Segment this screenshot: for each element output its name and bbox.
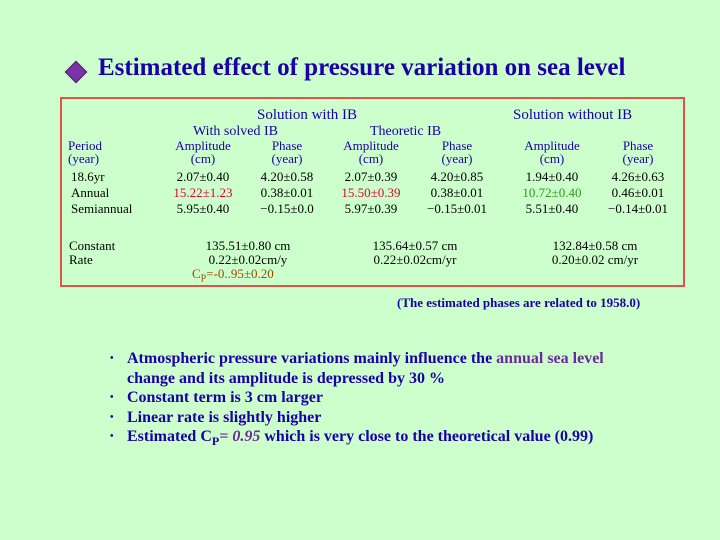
cell-value: 15.50±0.39 [341, 185, 401, 200]
col-theo-amp: 2.07±0.39 15.50±0.39 5.97±0.39 [336, 169, 406, 217]
list-item: • Atmospheric pressure variations mainly… [110, 349, 700, 388]
col-solved-phase: 4.20±0.58 0.38±0.01 −0.15±0.0 [252, 169, 322, 217]
cell-value: 4.20±0.58 [260, 169, 314, 184]
cell-value: 2.07±0.40 [176, 169, 230, 184]
col-solved-amp: 2.07±0.40 15.22±1.23 5.95±0.40 [168, 169, 238, 217]
list-item: • Linear rate is slightly higher [110, 408, 700, 428]
cell-value: 5.95±0.40 [176, 201, 230, 216]
title-row: Estimated effect of pressure variation o… [64, 54, 704, 94]
cp-subscript: P [200, 273, 207, 285]
col-header-amp-line2: (cm) [358, 151, 384, 166]
col-header-theo-amp: Amplitude (cm) [336, 139, 406, 165]
bullet-highlight: annual sea level [496, 350, 604, 367]
col-theo-phase: 4.20±0.85 0.38±0.01 −0.15±0.01 [422, 169, 492, 217]
bullet-highlight: = 0.95 [219, 428, 261, 445]
subheader-solved-ib: With solved IB [193, 124, 278, 139]
col-header-phase-line2: (year) [441, 151, 473, 166]
col-header-noib-phase: Phase (year) [603, 139, 673, 165]
cell-value: 0.46±0.01 [611, 185, 665, 200]
theo-const-block: 135.64±0.57 cm 0.22±0.02cm/yr [350, 239, 480, 267]
row-labels: 18.6yr Annual Semiannual [71, 169, 132, 217]
cp-number: =-0..95±0.20 [206, 266, 274, 281]
solved-constant-value: 135.51±0.80 cm [205, 238, 291, 253]
cell-value: 5.97±0.39 [344, 201, 398, 216]
bullet-dot-icon: • [110, 411, 114, 423]
col-header-solved-phase: Phase (year) [252, 139, 322, 165]
diamond-bullet-icon [64, 60, 88, 84]
cell-value: 4.20±0.85 [430, 169, 484, 184]
conclusion-list: • Atmospheric pressure variations mainly… [110, 349, 700, 452]
row-label-semiannual: Semiannual [71, 201, 133, 216]
group-header-with-ib: Solution with IB [257, 107, 358, 123]
cell-value: 0.38±0.01 [260, 185, 314, 200]
col-noib-amp: 1.94±0.40 10.72±0.40 5.51±0.40 [517, 169, 587, 217]
cell-value: 4.26±0.63 [611, 169, 665, 184]
bullet-text: Constant term is 3 cm larger [127, 389, 323, 406]
col-header-amp-line1: Amplitude [524, 138, 580, 153]
slide-title: Estimated effect of pressure variation o… [98, 54, 626, 81]
label-rate: Rate [69, 252, 93, 267]
list-item: • Constant term is 3 cm larger [110, 388, 700, 408]
bullet-text: Estimated C [127, 428, 212, 445]
bullet-text: change and its amplitude is depressed by… [127, 369, 445, 387]
theo-constant-value: 135.64±0.57 cm [372, 238, 458, 253]
cell-value: −0.14±0.01 [608, 201, 668, 216]
results-table: Solution with IB Solution without IB Wit… [60, 97, 685, 287]
col-header-noib-amp: Amplitude (cm) [517, 139, 587, 165]
col-header-solved-amp: Amplitude (cm) [168, 139, 238, 165]
cp-symbol: C [192, 266, 201, 281]
cp-subscript: P [211, 434, 220, 449]
subheader-theoretic-ib: Theoretic IB [370, 124, 442, 139]
phase-reference-note: (The estimated phases are related to 195… [397, 295, 641, 310]
bullet-text: Linear rate is slightly higher [127, 408, 322, 426]
col-header-amp-line2: (cm) [539, 151, 565, 166]
col-noib-phase: 4.26±0.63 0.46±0.01 −0.14±0.01 [603, 169, 673, 217]
bullet-dot-icon: • [110, 431, 114, 442]
noib-rate-value: 0.20±0.02 cm/yr [551, 252, 639, 267]
row-label-18-6yr: 18.6yr [71, 169, 105, 184]
solved-rate-value: 0.22±0.02cm/y [208, 252, 288, 267]
col-header-phase-line2: (year) [622, 151, 654, 166]
bullet-text: which is very close to the theoretical v… [260, 428, 594, 445]
cell-value: −0.15±0.0 [260, 201, 314, 216]
solved-const-block: 135.51±0.80 cm 0.22±0.02cm/y CP=-0..95±0… [178, 239, 318, 287]
bullet-text: Atmospheric pressure variations mainly i… [127, 350, 497, 367]
col-header-phase-line1: Phase [441, 138, 473, 153]
col-header-period-line2: (year) [68, 151, 100, 166]
group-header-without-ib: Solution without IB [513, 107, 633, 123]
col-header-amp-line1: Amplitude [175, 138, 231, 153]
noib-constant-value: 132.84±0.58 cm [552, 238, 638, 253]
cell-value: 2.07±0.39 [344, 169, 398, 184]
list-item: • Estimated CP= 0.95 which is very close… [110, 427, 700, 452]
solved-cp-value: CP=-0..95±0.20 [178, 267, 318, 287]
cell-value: 5.51±0.40 [525, 201, 579, 216]
col-header-period-line1: Period [68, 138, 102, 153]
bullet-dot-icon: • [110, 353, 114, 364]
col-header-phase-line1: Phase [271, 138, 303, 153]
row-label-annual: Annual [71, 185, 110, 200]
col-header-phase-line2: (year) [271, 151, 303, 166]
noib-const-block: 132.84±0.58 cm 0.20±0.02 cm/yr [530, 239, 660, 267]
bullet-dot-icon: • [110, 392, 114, 403]
theo-rate-value: 0.22±0.02cm/yr [373, 252, 457, 267]
cell-value: 10.72±0.40 [522, 185, 582, 200]
col-header-amp-line1: Amplitude [343, 138, 399, 153]
cell-value: 15.22±1.23 [173, 185, 233, 200]
col-header-period: Period (year) [68, 139, 102, 165]
col-header-theo-phase: Phase (year) [422, 139, 492, 165]
cell-value: 1.94±0.40 [525, 169, 579, 184]
label-constant: Constant [69, 238, 116, 253]
cell-value: −0.15±0.01 [427, 201, 487, 216]
col-header-phase-line1: Phase [622, 138, 654, 153]
col-header-amp-line2: (cm) [190, 151, 216, 166]
cell-value: 0.38±0.01 [430, 185, 484, 200]
constant-rate-labels: Constant Rate [69, 239, 115, 267]
